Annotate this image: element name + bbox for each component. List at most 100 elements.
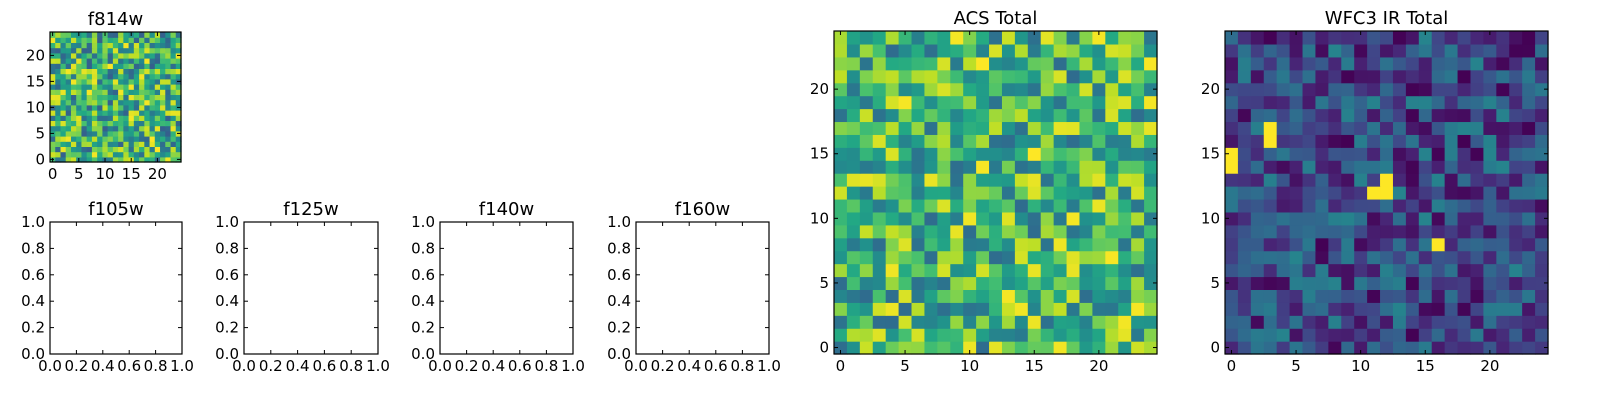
wfc3_ir_total-cell (1431, 43, 1446, 58)
wfc3_ir_total-cell (1289, 108, 1304, 123)
f814w-cell (102, 104, 109, 111)
acs_total-cell (846, 341, 861, 355)
f814w-cell (86, 110, 93, 116)
acs_total-cell (989, 147, 1003, 161)
acs_total-cell (963, 43, 977, 58)
acs_total-cell (976, 341, 990, 355)
wfc3_ir_total-cell (1509, 95, 1523, 110)
wfc3_ir_total-cell (1496, 147, 1510, 161)
acs_total-cell (885, 250, 900, 265)
acs_total-cell (963, 134, 977, 148)
wfc3_ir_total-cell (1237, 198, 1252, 213)
wfc3_ir_total-cell (1483, 56, 1497, 71)
wfc3_ir_total-cell (1263, 341, 1278, 355)
wfc3_ir_total-ytick-label: 5 (1210, 274, 1220, 292)
wfc3_ir_total-cell (1470, 31, 1484, 45)
f814w-cell (107, 84, 114, 90)
f814w-cell (86, 141, 93, 147)
f814w-cell (123, 52, 130, 59)
acs_total-cell (1066, 43, 1081, 58)
f814w-cell (76, 42, 83, 49)
f814w-cell (91, 141, 98, 147)
f814w-cell (175, 110, 182, 116)
f160w-ytick-label: 1.0 (607, 213, 631, 231)
f814w-cell (86, 115, 93, 121)
wfc3_ir_total-cell (1315, 341, 1329, 355)
f814w-cell (112, 136, 119, 142)
wfc3_ir_total-cell (1354, 276, 1368, 290)
f814w-cell (175, 136, 182, 142)
acs_total-cell (1001, 160, 1016, 174)
f814w-cell (86, 99, 93, 106)
f814w-cell (133, 136, 140, 142)
f814w-cell (144, 146, 151, 153)
wfc3_ir_total-cell (1496, 302, 1510, 316)
f140w-ytick-label: 0.8 (411, 239, 435, 257)
f814w-cell (65, 146, 72, 153)
f814w-cell (55, 156, 62, 163)
wfc3_ir_total-cell (1263, 95, 1278, 110)
f814w-cell (60, 104, 67, 111)
f814w-cell (128, 68, 135, 75)
f814w-cell (55, 84, 62, 90)
acs_total-cell (1001, 276, 1016, 290)
f814w-cell (86, 120, 93, 127)
wfc3_ir_total-cell (1237, 211, 1252, 226)
acs_total-cell (1144, 134, 1158, 148)
acs_total-cell (1144, 95, 1158, 110)
acs_total-cell (898, 250, 913, 265)
wfc3_ir_total-cell (1405, 302, 1420, 316)
acs_total-cell (1144, 276, 1158, 290)
wfc3_ir_total-cell (1263, 121, 1278, 135)
wfc3_ir_total-cell (1444, 198, 1459, 213)
acs_total-cell (1014, 173, 1029, 187)
wfc3_ir_total-cell (1444, 224, 1459, 239)
f814w-cell (65, 78, 72, 85)
wfc3_ir_total-cell (1418, 315, 1433, 329)
acs_total-cell (1001, 56, 1016, 71)
wfc3_ir_total-cell (1483, 147, 1497, 161)
acs_total-cell (1001, 237, 1016, 252)
wfc3_ir_total-cell (1225, 263, 1239, 278)
f105w-ytick-label: 0.4 (21, 292, 45, 310)
f814w-cell (65, 125, 72, 132)
wfc3_ir_total-cell (1225, 328, 1239, 342)
f814w-cell (165, 47, 172, 54)
f814w-cell (118, 94, 124, 101)
acs_total-cell (963, 173, 977, 187)
f814w-cell (139, 32, 145, 38)
f814w-cell (154, 47, 161, 54)
acs_total-cell (937, 173, 951, 187)
acs_total-cell (1027, 69, 1042, 84)
f814w-cell (91, 58, 98, 64)
wfc3_ir_total-cell (1457, 43, 1472, 58)
acs_total-cell (1092, 186, 1106, 200)
wfc3_ir_total-cell (1237, 69, 1252, 84)
acs_total-cell (834, 95, 848, 110)
wfc3_ir_total-cell (1509, 121, 1523, 135)
f814w-cell (123, 84, 130, 90)
acs_total-cell (950, 43, 964, 58)
acs_total-cell (1079, 289, 1093, 303)
acs_total-cell (911, 263, 926, 278)
wfc3_ir_total-cell (1341, 121, 1355, 135)
wfc3_ir_total-cell (1535, 95, 1549, 110)
wfc3_ir_total-cell (1431, 186, 1446, 200)
f814w-cell (65, 115, 72, 121)
f814w-cell (154, 73, 161, 80)
f814w-cell (107, 146, 114, 153)
wfc3_ir_total-cell (1380, 31, 1394, 45)
wfc3_ir_total-cell (1225, 289, 1239, 303)
acs_total-cell (976, 173, 990, 187)
f814w-cell (144, 120, 151, 127)
wfc3_ir_total-cell (1522, 328, 1536, 342)
wfc3_ir_total-cell (1418, 82, 1433, 97)
acs_total-cell (1014, 160, 1029, 174)
wfc3_ir_total-cell (1328, 186, 1342, 200)
wfc3_ir_total-cell (1276, 341, 1291, 355)
f814w-cell (81, 130, 88, 137)
acs_total-cell (1118, 276, 1132, 290)
wfc3_ir_total-cell (1263, 160, 1278, 174)
acs_total-cell (924, 43, 938, 58)
